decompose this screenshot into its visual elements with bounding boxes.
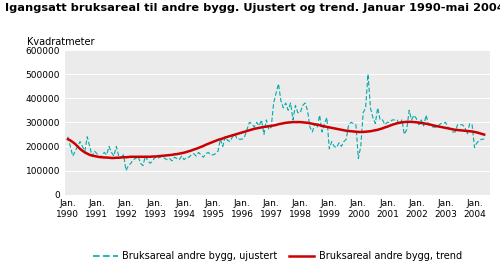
Text: Igangsatt bruksareal til andre bygg. Ujustert og trend. Januar 1990-mai 2004: Igangsatt bruksareal til andre bygg. Uju…: [5, 3, 500, 13]
Text: Kvadratmeter: Kvadratmeter: [27, 37, 94, 47]
Legend: Bruksareal andre bygg, ujustert, Bruksareal andre bygg, trend: Bruksareal andre bygg, ujustert, Bruksar…: [90, 247, 466, 265]
